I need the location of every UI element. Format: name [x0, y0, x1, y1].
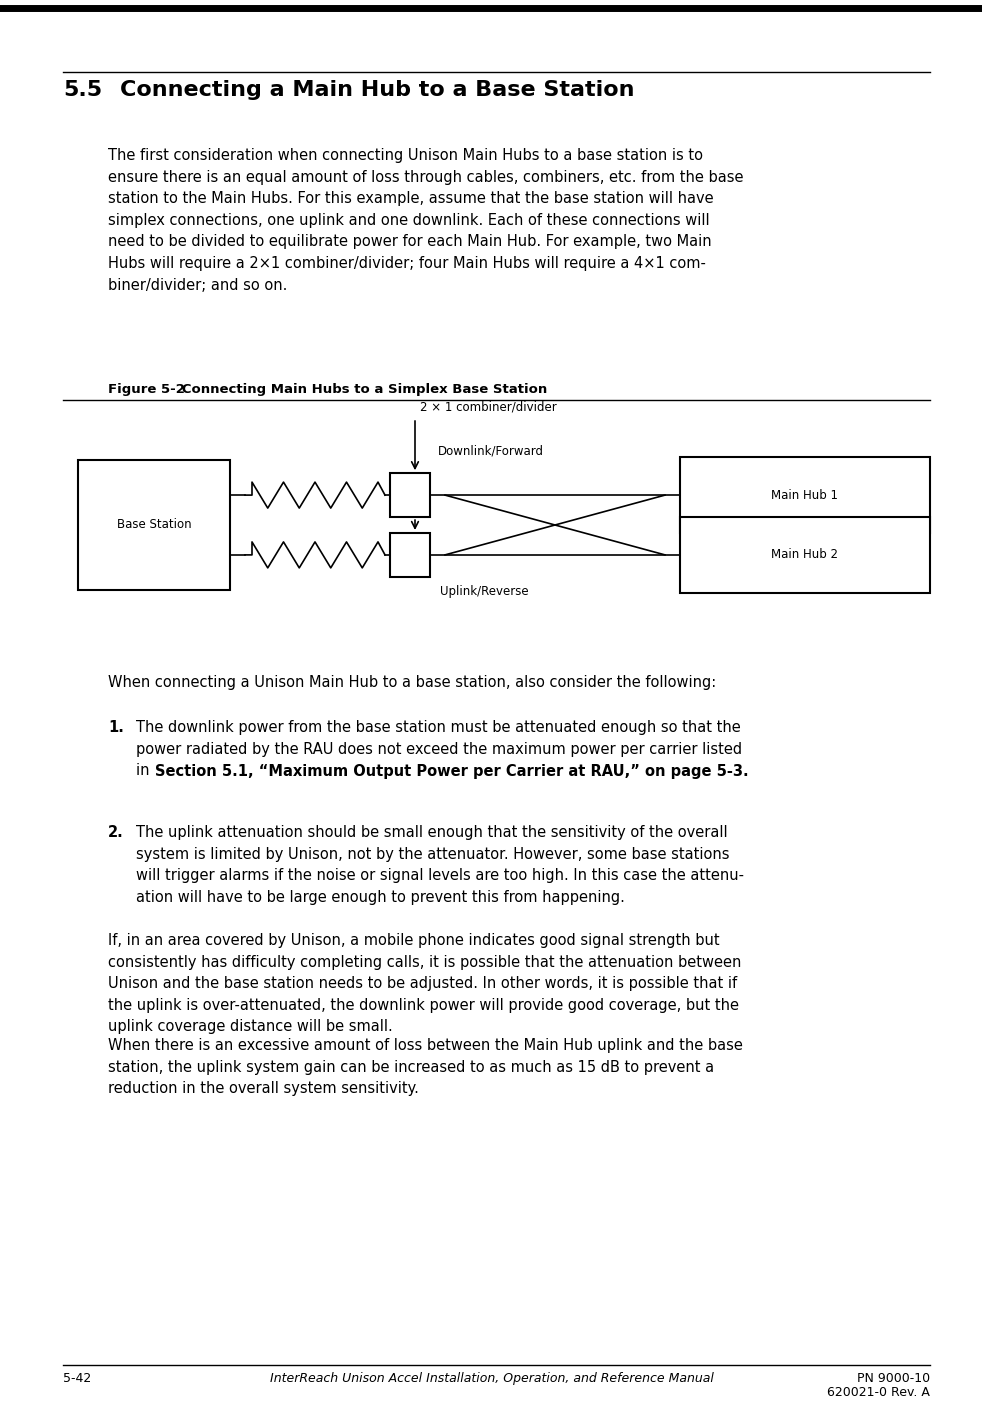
Text: 620021-0 Rev. A: 620021-0 Rev. A: [827, 1386, 930, 1400]
Bar: [680, 457, 930, 534]
Text: Main Hub 2: Main Hub 2: [772, 548, 839, 562]
Text: Section 5.1, “Maximum Output Power per Carrier at RAU,” on page 5-3.: Section 5.1, “Maximum Output Power per C…: [155, 764, 748, 779]
Text: When there is an excessive amount of loss between the Main Hub uplink and the ba: When there is an excessive amount of los…: [108, 1038, 742, 1096]
Text: 2.: 2.: [108, 825, 124, 841]
Text: 5-42: 5-42: [63, 1372, 91, 1386]
Text: 5.5: 5.5: [63, 80, 102, 99]
Text: InterReach Unison Accel Installation, Operation, and Reference Manual: InterReach Unison Accel Installation, Op…: [270, 1372, 714, 1386]
Text: Main Hub 1: Main Hub 1: [772, 489, 839, 502]
Bar: [390, 474, 430, 517]
Text: Figure 5-2: Figure 5-2: [108, 382, 185, 396]
Text: When connecting a Unison Main Hub to a base station, also consider the following: When connecting a Unison Main Hub to a b…: [108, 675, 716, 691]
Text: The first consideration when connecting Unison Main Hubs to a base station is to: The first consideration when connecting …: [108, 149, 743, 293]
Text: Downlink/Forward: Downlink/Forward: [438, 444, 544, 457]
Text: If, in an area covered by Unison, a mobile phone indicates good signal strength : If, in an area covered by Unison, a mobi…: [108, 933, 741, 1034]
Text: Uplink/Reverse: Uplink/Reverse: [440, 584, 528, 598]
Text: Connecting Main Hubs to a Simplex Base Station: Connecting Main Hubs to a Simplex Base S…: [168, 382, 547, 396]
Text: 1.: 1.: [108, 720, 124, 736]
Text: The downlink power from the base station must be attenuated enough so that the
p: The downlink power from the base station…: [136, 720, 742, 778]
Bar: [390, 532, 430, 577]
Text: 2 × 1 combiner/divider: 2 × 1 combiner/divider: [420, 401, 557, 413]
Bar: [680, 517, 930, 593]
Text: PN 9000-10: PN 9000-10: [857, 1372, 930, 1386]
Text: Connecting a Main Hub to a Base Station: Connecting a Main Hub to a Base Station: [120, 80, 634, 99]
Bar: [78, 460, 230, 590]
Text: Base Station: Base Station: [117, 518, 191, 531]
Text: The uplink attenuation should be small enough that the sensitivity of the overal: The uplink attenuation should be small e…: [136, 825, 744, 905]
